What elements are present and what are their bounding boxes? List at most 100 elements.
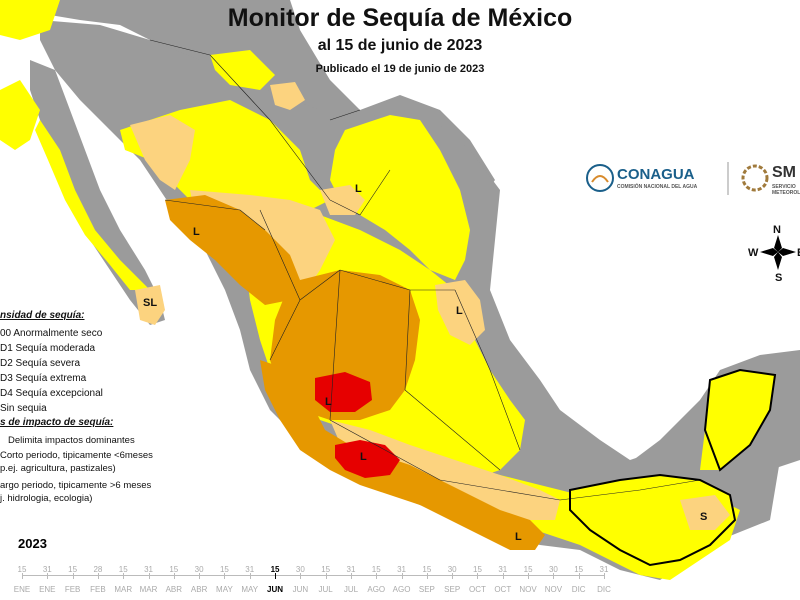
timeline-day-label: 30: [548, 565, 558, 574]
timeline-month-label: DIC: [597, 585, 611, 594]
legend-impact-short-ex: p.ej. agricultura, pastizales): [0, 463, 116, 474]
timeline-day-label: 15: [523, 565, 533, 574]
d0-chiapas: [570, 475, 735, 565]
timeline-day-label: 15: [321, 565, 331, 574]
timeline-tick: [401, 573, 403, 579]
timeline-tick: [350, 573, 352, 579]
timeline-day-label: 15: [574, 565, 584, 574]
timeline-month-label: JUN: [292, 585, 309, 594]
compass-icon: N S W E: [748, 224, 800, 284]
timeline-day-label: 15: [219, 565, 229, 574]
label-l-east: L: [456, 305, 463, 317]
label-sl-bcs: SL: [143, 297, 157, 309]
timeline: 15 ENE 31 ENE 15 FEB 28 FEB 15 MAR 31 MAR 15 ABR 30 ABR…: [0, 555, 800, 600]
d0-yucatan: [700, 370, 775, 470]
label-l-chihuahua: L: [355, 183, 362, 195]
d0-baja: [35, 120, 150, 290]
timeline-tick: [199, 573, 201, 579]
timeline-tick: [47, 573, 49, 579]
timeline-month-label: SEP: [418, 585, 435, 594]
timeline-month-label: JUL: [318, 585, 333, 594]
legend-impact-long-ex: j. hidrologia, ecologia): [0, 493, 93, 504]
d1-sonora2: [270, 82, 305, 110]
timeline-day-label: 31: [599, 565, 609, 574]
timeline-day-label: 15: [422, 565, 432, 574]
smn-logo-icon: [741, 164, 769, 192]
legend-impact-long: argo periodo, tipicamente >6 meses: [0, 480, 152, 491]
d1-south: [330, 420, 560, 520]
timeline-month-label: DIC: [571, 585, 586, 594]
timeline-month-label: MAY: [241, 585, 259, 594]
timeline-day-label: 30: [447, 565, 457, 574]
legend-item-d1: D1 Sequía moderada: [0, 343, 96, 354]
compass-w: W: [748, 247, 759, 259]
timeline-tick: [528, 573, 530, 579]
legend-impact-short: Corto periodo, tipicamente <6meses: [0, 450, 153, 461]
legend-intensity-header: nsidad de sequía:: [0, 310, 85, 321]
timeline-tick: [426, 573, 428, 579]
compass-e: E: [797, 247, 800, 259]
baja-california: [30, 60, 165, 325]
timeline-tick: [123, 573, 125, 579]
d2-central: [270, 270, 420, 420]
timeline-month-label: ABR: [165, 585, 183, 594]
timeline-day-label: 31: [397, 565, 407, 574]
timeline-tick: [578, 573, 580, 579]
timeline-year: 2023: [18, 536, 47, 551]
legend-item-d2: D2 Sequía severa: [0, 358, 81, 369]
page-subtitle: al 15 de junio de 2023: [317, 37, 483, 54]
conagua-logo-sub: COMISIÓN NACIONAL DEL AGUA: [617, 184, 698, 190]
timeline-day-label: 31: [498, 565, 508, 574]
d1-sonora: [130, 115, 195, 190]
timeline-month-label: JUL: [343, 585, 359, 594]
timeline-day-label: 31: [346, 565, 356, 574]
legend-item-d3: D3 Sequía extrema: [0, 373, 87, 384]
compass-n: N: [773, 224, 781, 236]
timeline-tick: [275, 573, 277, 579]
timeline-day-label: 15: [17, 565, 27, 574]
legend-item-d4: D4 Sequía excepcional: [0, 388, 103, 399]
timeline-tick: [452, 573, 454, 579]
timeline-day-label: 30: [295, 565, 305, 574]
d0-sonora: [210, 50, 275, 90]
timeline-month-label: OCT: [494, 585, 512, 594]
label-s-chiapas: S: [700, 511, 707, 523]
d2-sierra: [165, 195, 300, 305]
timeline-day-label: 15: [118, 565, 128, 574]
conagua-logo: CONAGUA: [617, 166, 695, 183]
label-l-sierra: L: [193, 226, 200, 238]
timeline-tick: [173, 573, 175, 579]
timeline-tick: [72, 573, 74, 579]
timeline-day-label: 15: [371, 565, 381, 574]
timeline-month-label: AGO: [392, 585, 411, 594]
timeline-day-label: 31: [42, 565, 52, 574]
compass-s: S: [775, 272, 782, 284]
timeline-tick: [148, 573, 150, 579]
highlight-region: [569, 368, 777, 567]
legend-item-d00: 00 Anormalmente seco: [0, 328, 103, 339]
timeline-axis: [22, 575, 604, 576]
d1-bcs: [135, 285, 165, 325]
timeline-month-label: NOV: [519, 585, 537, 594]
page-title: Monitor de Sequía de México: [227, 4, 573, 32]
timeline-month-label: SEP: [444, 585, 461, 594]
conagua-logo-icon: [586, 164, 614, 192]
timeline-tick: [249, 573, 251, 579]
publication-date: Publicado el 19 de junio de 2023: [315, 63, 485, 75]
timeline-month-label: ENE: [13, 585, 31, 594]
timeline-tick: [325, 573, 327, 579]
timeline-tick: [604, 573, 605, 579]
timeline-tick: [22, 573, 23, 579]
timeline-day-label: 31: [144, 565, 153, 574]
legend-impact-header: s de impacto de sequía:: [0, 417, 114, 428]
d2-west: [260, 360, 545, 550]
timeline-month-label: ABR: [190, 585, 208, 594]
d1-east: [435, 280, 485, 345]
timeline-tick: [502, 573, 504, 579]
timeline-month-label: MAR: [139, 585, 158, 594]
timeline-tick: [300, 573, 302, 579]
timeline-month-label: NOV: [544, 585, 563, 594]
timeline-day-label: 15: [68, 565, 78, 574]
legend-item-none: Sin sequia: [0, 403, 47, 414]
timeline-month-label: ENE: [39, 585, 56, 594]
